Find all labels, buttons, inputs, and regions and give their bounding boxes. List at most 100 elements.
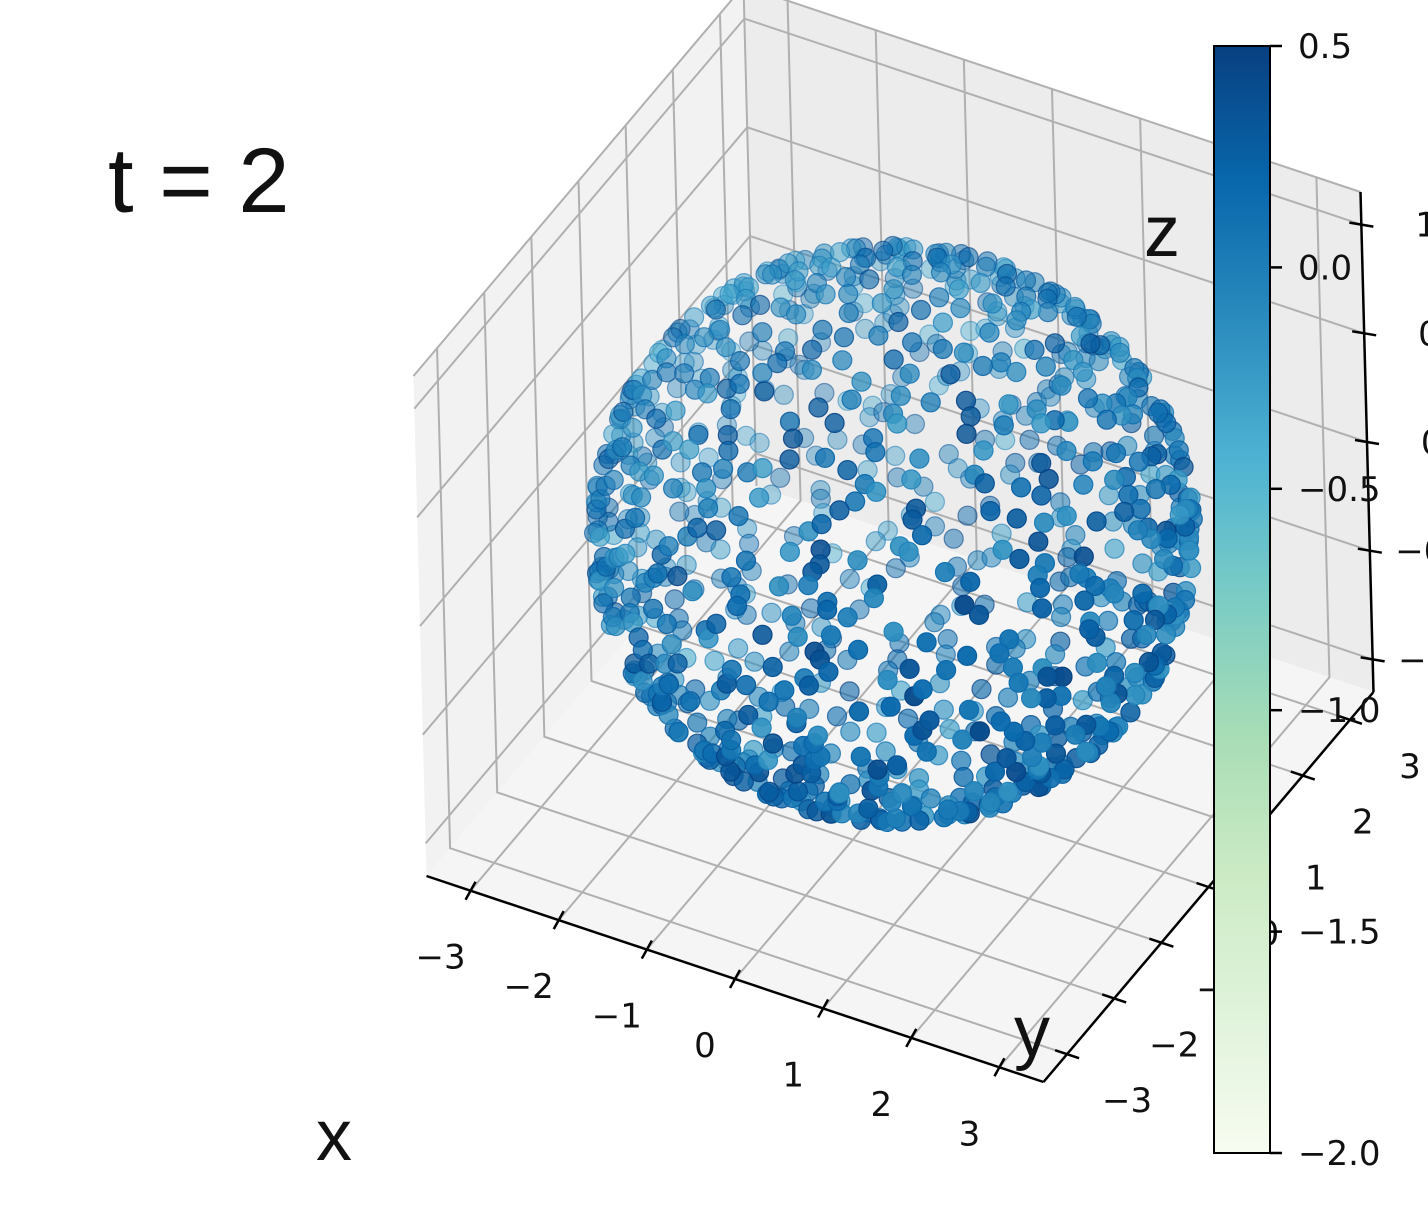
scatter-point xyxy=(732,305,753,326)
scatter-point xyxy=(886,755,908,776)
scatter-point xyxy=(821,257,842,278)
scatter-point xyxy=(752,624,773,645)
scatter-point xyxy=(992,539,1013,560)
scatter-point xyxy=(840,721,861,742)
scatter-point xyxy=(622,417,643,438)
scatter-point xyxy=(710,539,731,560)
scatter-point xyxy=(814,447,836,468)
y-tick xyxy=(1148,937,1174,948)
z-tick xyxy=(1357,547,1383,554)
grid-line-x xyxy=(998,177,1331,1068)
scatter-point xyxy=(1074,590,1095,611)
scatter-point xyxy=(1056,505,1077,527)
scatter-point xyxy=(1130,498,1151,520)
scatter-point xyxy=(865,442,886,463)
scatter-point xyxy=(833,327,855,348)
scatter-point xyxy=(706,613,727,635)
z-axis-title: z xyxy=(1144,192,1180,272)
scatter-point xyxy=(1038,468,1059,490)
scatter-point xyxy=(1006,508,1027,529)
scatter-point xyxy=(679,439,700,460)
scatter-point xyxy=(868,325,889,346)
scatter-point xyxy=(847,550,868,571)
scatter-point xyxy=(1056,440,1077,462)
grid-line-x xyxy=(557,30,890,921)
scatter-point xyxy=(969,721,991,742)
scatter-point xyxy=(901,469,922,490)
scatter-point xyxy=(820,625,842,646)
y-tick xyxy=(1101,993,1127,1004)
scatter-point xyxy=(829,242,851,263)
scatter-point xyxy=(863,587,885,609)
scatter-point xyxy=(1100,692,1121,714)
scatter-point xyxy=(1050,606,1072,628)
scatter-point xyxy=(770,467,791,488)
scatter-point xyxy=(932,312,954,333)
scatter-point xyxy=(767,353,788,374)
scatter-point xyxy=(997,781,1019,803)
scatter-point xyxy=(839,568,860,590)
scatter-point xyxy=(998,394,1019,415)
scatter-point xyxy=(729,373,750,394)
colorbar-tick-label: −2.0 xyxy=(1298,1134,1381,1174)
scatter-point xyxy=(824,412,845,434)
scatter-point xyxy=(999,464,1021,485)
scatter-point xyxy=(1037,666,1058,687)
x-tick-label: 0 xyxy=(694,1026,716,1066)
scatter-point xyxy=(664,589,685,610)
scatter-point xyxy=(744,651,765,672)
pane-edge-top xyxy=(412,0,1361,377)
z-tick xyxy=(1360,656,1385,663)
scatter-point xyxy=(1010,477,1032,498)
scatter-point xyxy=(688,424,709,445)
scatter-point xyxy=(883,349,904,370)
scatter-point xyxy=(1077,388,1099,409)
scatter-point xyxy=(995,276,1016,297)
y-tick xyxy=(1054,1048,1080,1060)
scatter-point xyxy=(779,411,801,432)
scatter-point xyxy=(904,413,926,435)
scatter-point xyxy=(662,431,684,452)
scatter-point xyxy=(1005,452,1026,474)
z-tick xyxy=(1354,438,1380,446)
scatter-point xyxy=(865,531,886,552)
scatter-point xyxy=(612,437,633,458)
z-tick-label: 0.5 xyxy=(1418,314,1428,354)
scatter-point xyxy=(1031,732,1053,753)
z-tick-label: −0.5 xyxy=(1395,532,1428,572)
scatter-point xyxy=(901,264,923,285)
scatter-point xyxy=(877,669,898,691)
scatter-point xyxy=(1005,761,1027,783)
scatter-point xyxy=(682,581,703,602)
scatter-point xyxy=(1153,548,1175,570)
scatter-point xyxy=(952,729,973,750)
scatter-point xyxy=(696,478,717,499)
scatter-point xyxy=(1096,676,1117,697)
x-tick xyxy=(640,939,653,960)
scatter-point xyxy=(643,465,665,486)
scatter-point xyxy=(1073,474,1094,495)
scatter-point xyxy=(1044,644,1066,665)
scatter-point xyxy=(1104,583,1125,604)
scatter-point xyxy=(1097,610,1119,632)
scatter-point xyxy=(835,267,857,288)
x-tick xyxy=(552,910,565,930)
scatter-point xyxy=(867,759,888,780)
scatter-point xyxy=(1123,610,1144,631)
scatter-point xyxy=(812,319,833,340)
scatter-point xyxy=(687,517,708,539)
scatter-point xyxy=(1136,624,1157,645)
scatter-point xyxy=(898,541,919,562)
scatter-point xyxy=(735,674,757,696)
scatter-point xyxy=(1168,440,1189,461)
scatter-point xyxy=(1104,538,1125,559)
scatter-point xyxy=(943,528,964,549)
scatter-point xyxy=(779,541,801,563)
scatter-point xyxy=(841,389,862,410)
scatter-point xyxy=(754,381,775,402)
grid-line-y xyxy=(436,348,1068,1056)
scatter-point xyxy=(729,351,751,372)
y-tick xyxy=(1290,770,1316,781)
scatter-point xyxy=(980,501,1001,522)
scatter-point xyxy=(674,334,695,355)
